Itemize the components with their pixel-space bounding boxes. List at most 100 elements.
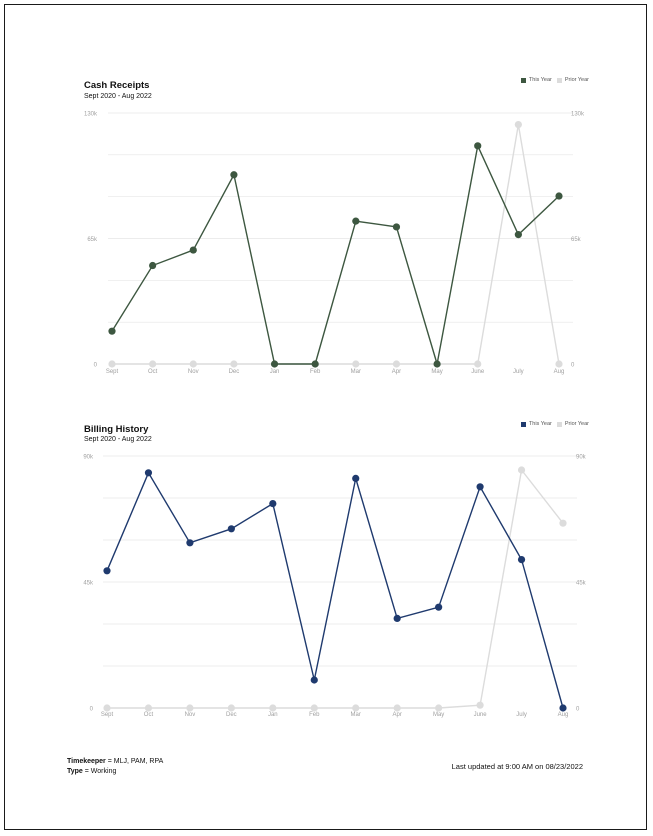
billing-chart: 0 0 45k 45k 90k 90k Sept Oct Nov Dec Jan Feb Mar Apr M… (83, 455, 586, 719)
x-tick-label: Oct (144, 712, 154, 718)
legend-this-year: This Year (520, 421, 552, 427)
legend-this-year: This Year (520, 77, 552, 83)
y-tick-label-right: 45k (576, 581, 587, 587)
x-tick-label: Feb (309, 712, 320, 718)
y-tick-label-left: 130k (84, 112, 98, 118)
data-point-this-year (186, 539, 194, 547)
x-tick-label: June (474, 712, 488, 718)
x-tick-label: Mar (351, 369, 361, 375)
data-point-this-year (144, 469, 153, 477)
data-point-this-year (474, 142, 482, 150)
x-tick-label: May (433, 712, 444, 718)
data-point-this-year (435, 603, 443, 611)
series-line-prior-year (107, 468, 564, 709)
data-point-prior-year (352, 704, 360, 712)
timekeeper-value: = MLJ, PAM, RPA (105, 758, 164, 765)
y-tick-label-right: 65k (571, 237, 582, 243)
data-point-prior-year (474, 360, 482, 368)
data-point-prior-year (476, 701, 484, 709)
page-frame (4, 4, 647, 830)
data-point-prior-year (269, 704, 277, 712)
legend-prior-year: Prior Year (556, 421, 589, 427)
data-point-this-year (555, 192, 563, 200)
data-point-prior-year (230, 360, 238, 368)
legend-label-prior-year: Prior Year (564, 421, 589, 427)
x-tick-label: July (513, 369, 524, 375)
data-point-this-year (269, 500, 277, 508)
legend-swatch-this-year (520, 77, 526, 83)
cash-chart: 0 0 65k 65k 130k 130k Sept Oct Nov Dec Jan Feb Mar Ap… (84, 112, 585, 376)
filter-summary: Timekeeper = MLJ, PAM, RPA Type = Workin… (67, 757, 163, 777)
y-tick-label-left: 0 (90, 707, 94, 713)
data-point-this-year (559, 704, 567, 712)
x-tick-label: Aug (558, 712, 569, 718)
data-point-prior-year (189, 360, 197, 368)
y-tick-label-left: 65k (87, 237, 98, 243)
legend-label-this-year: This Year (528, 77, 552, 83)
series-line-prior-year (112, 124, 560, 365)
series-line-this-year (106, 471, 564, 709)
y-tick-label-left: 90k (83, 455, 94, 461)
data-point-prior-year (435, 704, 443, 712)
cash-receipts-subtitle: Sept 2020 - Aug 2022 (84, 93, 152, 100)
data-point-prior-year (310, 704, 318, 712)
data-point-prior-year (227, 704, 235, 712)
x-tick-label: July (516, 712, 527, 718)
data-point-this-year (103, 567, 111, 575)
data-point-prior-year (103, 704, 111, 712)
data-point-this-year (433, 360, 441, 368)
data-point-this-year (108, 327, 116, 335)
cash-receipts-legend: This Year Prior Year (520, 77, 589, 83)
data-point-this-year (392, 223, 401, 231)
data-point-prior-year (393, 704, 401, 712)
data-point-this-year (352, 217, 360, 225)
x-tick-label: Nov (185, 712, 196, 718)
timekeeper-label: Timekeeper (67, 758, 106, 765)
data-point-prior-year (517, 466, 526, 474)
last-updated: Last updated at 9:00 AM on 08/23/2022 (451, 762, 583, 771)
legend-prior-year: Prior Year (556, 77, 589, 83)
type-value: = Working (82, 768, 117, 775)
legend-swatch-prior-year (556, 421, 562, 427)
data-point-this-year (517, 556, 526, 564)
data-point-prior-year (514, 120, 522, 129)
data-point-this-year (149, 261, 157, 270)
x-tick-label: Sept (101, 712, 114, 718)
x-tick-label: Apr (393, 712, 402, 718)
data-point-prior-year (559, 519, 567, 527)
x-tick-label: June (471, 369, 485, 375)
timekeeper-line: Timekeeper = MLJ, PAM, RPA (67, 757, 163, 767)
data-point-prior-year (555, 360, 563, 368)
data-point-prior-year (108, 360, 116, 368)
x-tick-label: Oct (148, 369, 158, 375)
legend-swatch-this-year (520, 421, 526, 427)
y-tick-label-right: 0 (571, 363, 575, 369)
data-point-prior-year (392, 360, 401, 368)
billing-history-title: Billing History (84, 424, 149, 435)
x-tick-label: Mar (351, 712, 361, 718)
series-line-this-year (111, 143, 560, 365)
x-tick-label: Dec (226, 712, 237, 718)
x-tick-label: Apr (392, 369, 401, 375)
x-tick-label: Jan (270, 369, 280, 375)
type-line: Type = Working (67, 767, 163, 777)
data-point-this-year (352, 474, 360, 482)
cash-receipts-title: Cash Receipts (84, 80, 150, 91)
data-point-this-year (514, 231, 522, 239)
x-tick-label: Feb (310, 369, 321, 375)
y-tick-label-right: 90k (576, 455, 587, 461)
data-point-this-year (189, 246, 197, 254)
data-point-this-year (393, 614, 401, 623)
billing-history-subtitle: Sept 2020 - Aug 2022 (84, 436, 152, 443)
data-point-prior-year (144, 704, 153, 712)
type-label: Type (67, 768, 83, 775)
data-point-this-year (227, 525, 235, 533)
x-tick-label: May (431, 369, 442, 375)
y-tick-label-left: 45k (83, 581, 94, 587)
x-tick-label: Jan (268, 712, 278, 718)
data-point-this-year (230, 171, 238, 179)
y-tick-label-right: 0 (576, 707, 580, 713)
y-tick-label-left: 0 (94, 363, 98, 369)
y-tick-label-right: 130k (571, 112, 585, 118)
